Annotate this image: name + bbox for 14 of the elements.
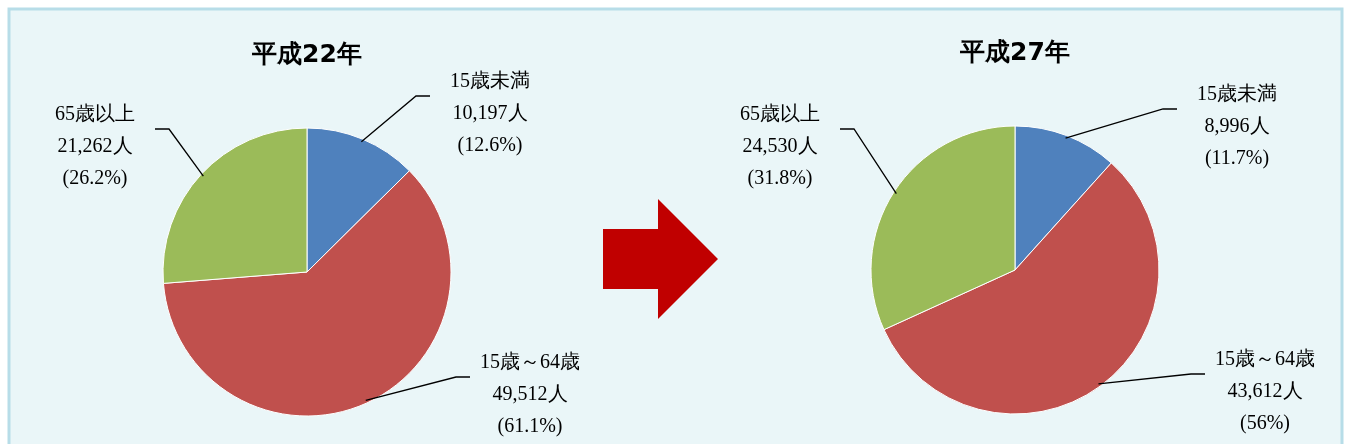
data-label: 43,612人 (56%) <box>1227 379 1303 434</box>
chart-title: 平成22年 <box>251 39 362 68</box>
data-label: 49,512人 (61.1%) <box>492 382 568 437</box>
data-label: 24,530人 (31.8%) <box>742 134 818 189</box>
slice-label: 15歳～64歳 <box>480 350 580 372</box>
chart-title: 平成27年 <box>959 37 1070 66</box>
slice-label: 15歳未満 <box>1197 82 1277 104</box>
slice-label: 15歳～64歳 <box>1215 347 1315 369</box>
data-label: 21,262人 (26.2%) <box>57 134 133 189</box>
slice-label: 15歳未満 <box>450 69 530 91</box>
data-label: 8,996人 (11.7%) <box>1204 114 1270 169</box>
slice-label: 65歳以上 <box>740 102 820 124</box>
slice-label: 65歳以上 <box>55 102 135 124</box>
data-label: 10,197人 (12.6%) <box>452 101 528 156</box>
